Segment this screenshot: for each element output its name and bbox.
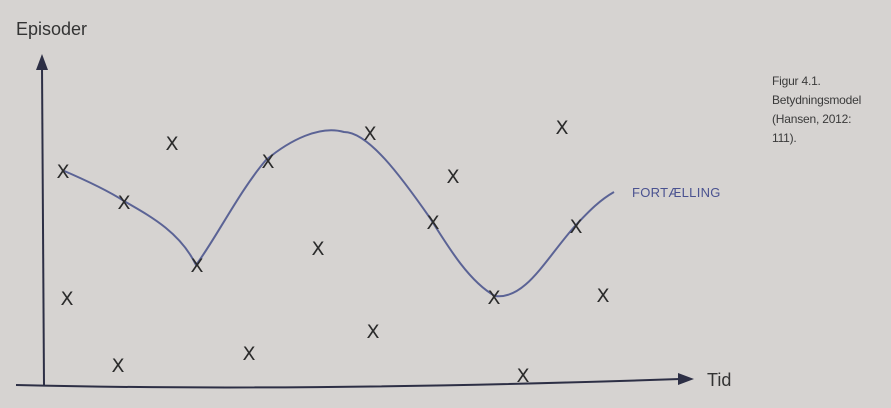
y-axis-label: Episoder: [16, 19, 87, 39]
episode-marker: X: [56, 161, 69, 183]
episode-markers: X X X X X X X X X X X X X X X X X X: [56, 117, 609, 387]
narrative-curve: [61, 129, 615, 298]
episode-marker: X: [311, 238, 324, 260]
y-axis-arrowhead: [36, 54, 48, 70]
axes: [15, 54, 694, 389]
episode-marker: X: [60, 288, 73, 310]
caption-line: Betydningsmodel: [772, 93, 862, 107]
episode-marker: X: [366, 321, 379, 343]
curve-label: FORTÆLLING: [632, 185, 721, 200]
episode-marker: X: [569, 216, 582, 238]
episode-marker: X: [446, 166, 459, 188]
episode-marker: X: [487, 287, 500, 309]
episode-marker: X: [555, 117, 568, 139]
episode-marker: X: [516, 365, 529, 387]
episode-marker: X: [363, 123, 376, 145]
episode-marker: X: [261, 151, 274, 173]
caption-line: (Hansen, 2012:: [772, 112, 852, 126]
caption-line: 111).: [772, 131, 797, 145]
x-axis-line: [15, 378, 681, 389]
episode-marker: X: [165, 133, 178, 155]
episode-marker: X: [190, 255, 203, 277]
y-axis-line: [41, 65, 45, 386]
episode-marker: X: [117, 192, 130, 214]
episode-marker: X: [111, 355, 124, 377]
episode-marker: X: [426, 212, 439, 234]
caption-line: Figur 4.1.: [772, 74, 821, 88]
figure-caption: Figur 4.1. Betydningsmodel (Hansen, 2012…: [772, 72, 884, 148]
episode-marker: X: [242, 343, 255, 365]
x-axis-label: Tid: [707, 370, 731, 390]
episode-marker: X: [596, 285, 609, 307]
x-axis-arrowhead: [678, 373, 694, 385]
